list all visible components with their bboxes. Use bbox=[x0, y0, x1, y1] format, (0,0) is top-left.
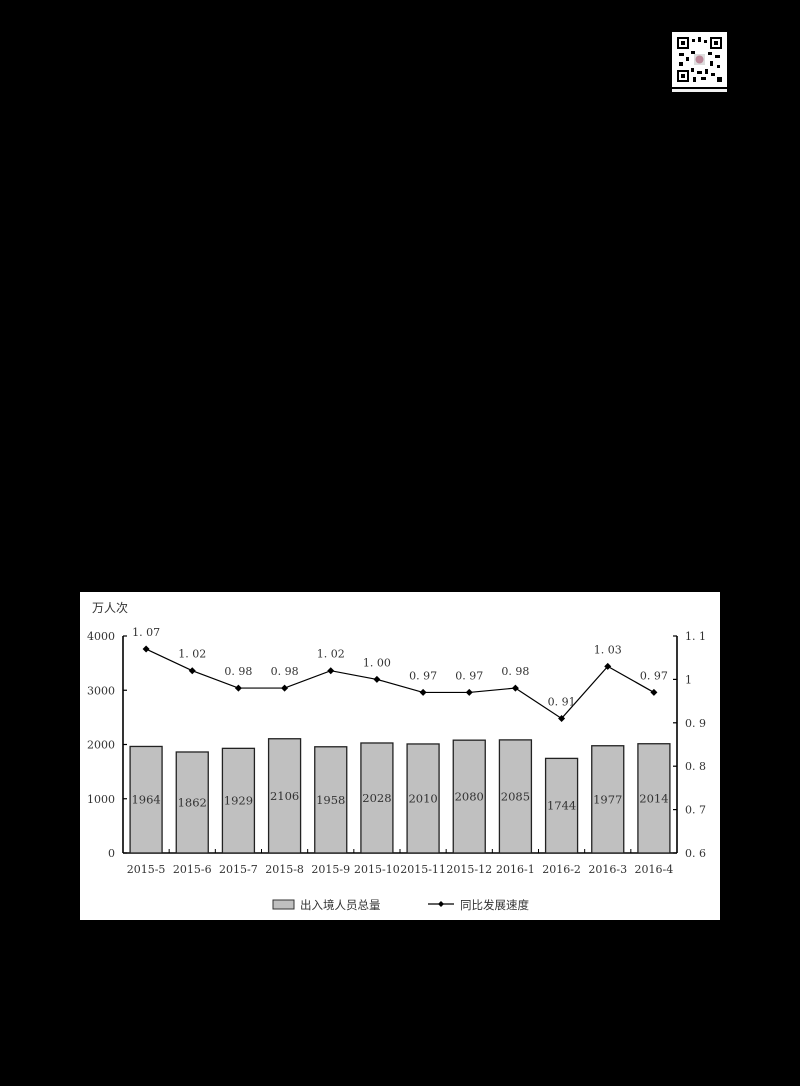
x-axis-category-label: 2015-6 bbox=[173, 863, 212, 876]
right-axis: 0. 6 0. 7 0. 8 0. 9 1 1. 1 bbox=[673, 630, 706, 860]
diamond-marker bbox=[373, 675, 381, 683]
x-axis-category-label: 2015-5 bbox=[127, 863, 166, 876]
bar bbox=[267, 738, 302, 854]
right-axis-tick-label: 0. 8 bbox=[685, 760, 706, 773]
line-value-label: 0. 91 bbox=[548, 695, 576, 708]
diamond-marker bbox=[281, 684, 289, 692]
line-value-label: 0. 97 bbox=[640, 669, 668, 682]
right-axis-tick-label: 1. 1 bbox=[685, 630, 706, 643]
x-axis-category-label: 2015-11 bbox=[400, 863, 446, 876]
qr-code[interactable] bbox=[672, 32, 727, 87]
bar bbox=[498, 739, 533, 854]
bar bbox=[314, 746, 348, 854]
bar bbox=[591, 745, 625, 854]
left-axis-unit-label: 万人次 bbox=[92, 601, 128, 615]
line-value-label: 0. 97 bbox=[409, 669, 437, 682]
bar bbox=[360, 742, 394, 854]
bar bbox=[637, 743, 671, 854]
line-value-label: 1. 02 bbox=[178, 648, 206, 661]
x-axis-category-label: 2015-12 bbox=[446, 863, 492, 876]
bar-value-label: 2106 bbox=[270, 789, 299, 803]
right-axis-tick-label: 0. 7 bbox=[685, 804, 706, 817]
bar bbox=[221, 747, 256, 854]
bar-value-label: 1862 bbox=[178, 795, 207, 809]
qr-code-icon bbox=[677, 37, 722, 82]
bar-value-label: 2080 bbox=[455, 790, 484, 804]
left-axis-tick-label: 1000 bbox=[87, 793, 115, 806]
bar bbox=[129, 745, 163, 854]
line-value-label: 0. 97 bbox=[455, 669, 483, 682]
bar-value-label: 1964 bbox=[131, 793, 160, 807]
right-axis-tick-label: 0. 9 bbox=[685, 717, 706, 730]
legend-bar-label: 出入境人员总量 bbox=[300, 898, 381, 912]
bar bbox=[406, 743, 440, 854]
line-value-label: 1. 00 bbox=[363, 656, 391, 669]
left-axis: 0 1000 2000 3000 4000 bbox=[87, 630, 677, 860]
bar bbox=[175, 751, 209, 854]
bar-value-label: 2028 bbox=[362, 791, 391, 805]
line-value-label: 1. 03 bbox=[594, 643, 622, 656]
x-axis-category-label: 2015-10 bbox=[354, 863, 400, 876]
bar-series: 1964 1862 1929 2106 1958 2028 2010 2080 2085 1744… bbox=[129, 738, 671, 854]
bar bbox=[452, 739, 486, 854]
bar-value-label: 2085 bbox=[501, 789, 530, 803]
left-axis-tick-label: 0 bbox=[108, 847, 115, 860]
x-axis-category-label: 2016-2 bbox=[542, 863, 581, 876]
bar-value-label: 1958 bbox=[316, 793, 345, 807]
legend-bar-swatch bbox=[272, 899, 295, 910]
right-axis-tick-label: 0. 6 bbox=[685, 847, 706, 860]
x-axis-category-label: 2016-4 bbox=[635, 863, 674, 876]
line-value-label: 1. 02 bbox=[317, 648, 345, 661]
bar-value-label: 2014 bbox=[639, 791, 668, 805]
diamond-marker bbox=[465, 688, 473, 696]
line-value-label: 0. 98 bbox=[224, 665, 252, 678]
bar bbox=[544, 757, 579, 854]
bar-value-label: 1977 bbox=[593, 792, 622, 806]
bar-value-label: 2010 bbox=[408, 791, 437, 805]
x-axis-labels: 2015-5 2015-6 2015-7 2015-8 2015-9 2015-10 201… bbox=[127, 863, 674, 876]
bar-value-label: 1929 bbox=[224, 794, 253, 808]
right-axis-tick-label: 1 bbox=[685, 673, 692, 686]
left-axis-tick-label: 4000 bbox=[87, 630, 115, 643]
x-axis-category-label: 2015-7 bbox=[219, 863, 258, 876]
x-axis-category-label: 2015-8 bbox=[265, 863, 304, 876]
line-value-label: 1. 07 bbox=[132, 626, 160, 639]
bar-value-label: 1744 bbox=[547, 799, 576, 813]
diamond-marker bbox=[604, 662, 612, 670]
line-value-label: 0. 98 bbox=[501, 665, 529, 678]
diamond-marker bbox=[650, 688, 658, 696]
diamond-marker bbox=[234, 684, 242, 692]
legend-line-label: 同比发展速度 bbox=[460, 898, 529, 912]
qr-code-shadow bbox=[672, 89, 727, 92]
legend-diamond-marker bbox=[438, 901, 444, 907]
line-series: 1. 07 1. 02 0. 98 0. 98 1. 02 1. 00 0. 97 0. 97… bbox=[132, 626, 668, 722]
legend: 出入境人员总量 同比发展速度 bbox=[272, 898, 529, 912]
diamond-marker bbox=[327, 667, 335, 675]
diamond-marker bbox=[188, 667, 196, 675]
line-value-label: 0. 98 bbox=[271, 665, 299, 678]
left-axis-tick-label: 3000 bbox=[87, 684, 115, 697]
x-axis-category-label: 2016-1 bbox=[496, 863, 535, 876]
diamond-marker bbox=[558, 714, 566, 722]
x-axis-category-label: 2015-9 bbox=[311, 863, 350, 876]
diamond-marker bbox=[419, 688, 427, 696]
left-axis-tick-label: 2000 bbox=[87, 739, 115, 752]
diamond-marker bbox=[142, 645, 150, 653]
line-path bbox=[145, 648, 655, 720]
x-axis-category-label: 2016-3 bbox=[588, 863, 627, 876]
diamond-marker bbox=[511, 684, 519, 692]
